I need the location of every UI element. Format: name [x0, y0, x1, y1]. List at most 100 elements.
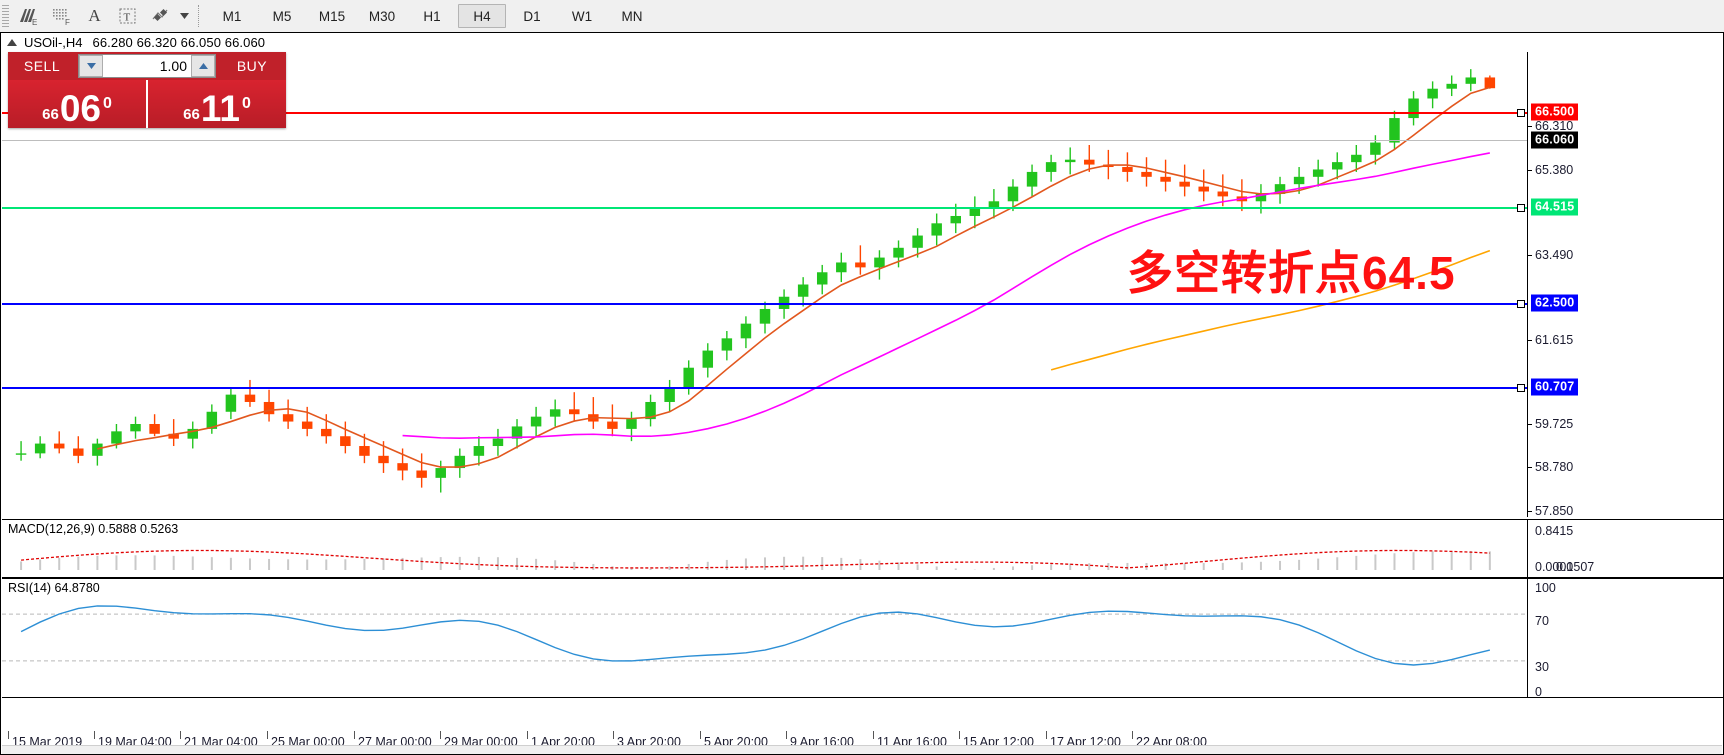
timeframe-h1[interactable]: H1	[423, 8, 441, 24]
timeframe-m15[interactable]: M15	[318, 8, 346, 24]
trade-panel-top-row: SELL 1.00 BUY	[8, 52, 286, 80]
resistance-line-66500[interactable]	[2, 112, 1527, 114]
volume-decrease-icon[interactable]	[79, 55, 103, 77]
level-handle[interactable]	[1517, 109, 1525, 117]
timeframe-m1[interactable]: M1	[222, 8, 242, 24]
timeframe-h4[interactable]: H4	[458, 4, 506, 28]
horizontal-scrollbar[interactable]	[2, 745, 1722, 754]
macd-pane[interactable]: MACD(12,26,9) 0.5888 0.5263 0.8415 0.0000…	[2, 519, 1723, 578]
price-axis-label: 65.380	[1535, 163, 1574, 177]
rsi-title: RSI(14) 64.8780	[8, 581, 100, 595]
rsi-plot-area[interactable]	[2, 579, 1527, 697]
timeframe-m30[interactable]: M30	[368, 8, 396, 24]
trade-panel-quotes: 66 06 0 66 11 0	[8, 80, 286, 128]
time-axis-tick	[440, 731, 441, 739]
one-click-trading-panel[interactable]: SELL 1.00 BUY 66 06 0 66 11 0	[8, 52, 286, 128]
rsi-axis-label: 0	[1535, 685, 1542, 699]
price-axis-label: 66.500	[1531, 103, 1579, 121]
price-axis-label: 57.850	[1535, 504, 1574, 518]
timeframe-d1[interactable]: D1	[523, 8, 541, 24]
sell-price-main: 06	[59, 87, 101, 129]
time-axis-tick	[267, 731, 268, 739]
buy-price-quote[interactable]: 66 11 0	[148, 80, 286, 128]
buy-price-main: 11	[200, 87, 240, 129]
objects-icon[interactable]	[144, 1, 177, 31]
price-pane[interactable]: 多空转折点64.5 66.500 66.310 66.060 65.380 64.515…	[2, 52, 1723, 518]
sell-price-whole: 66	[42, 106, 59, 123]
macd-axis: 0.8415 0.0000 0.1507	[1527, 520, 1723, 577]
price-axis-label: 63.490	[1535, 248, 1574, 262]
chart-title-bar: USOil-,H4 66.280 66.320 66.050 66.060	[1, 33, 1723, 52]
price-axis[interactable]: 66.500 66.310 66.060 65.380 64.515 63.490 62.5…	[1527, 52, 1723, 518]
volume-increase-icon[interactable]	[191, 55, 215, 77]
axis-tick	[1528, 340, 1532, 341]
macd-plot-area[interactable]	[2, 520, 1527, 577]
price-plot-area[interactable]: 多空转折点64.5	[2, 52, 1527, 517]
buy-button[interactable]: BUY	[236, 58, 268, 74]
price-axis-label: 66.310	[1535, 119, 1574, 133]
volume-stepper[interactable]: 1.00	[78, 54, 216, 78]
rsi-axis-label: 70	[1535, 614, 1549, 628]
main-toolbar: E F A T M1 M5 M15 M30 H1 H4 D1 W	[0, 0, 1724, 33]
time-axis-tick	[8, 731, 9, 739]
timeframe-w1[interactable]: W1	[571, 8, 593, 24]
macd-title: MACD(12,26,9) 0.5888 0.5263	[8, 522, 179, 536]
bid-line-66060[interactable]	[2, 140, 1527, 141]
axis-tick	[1528, 467, 1532, 468]
support-line-64515[interactable]	[2, 207, 1527, 209]
svg-text:E: E	[32, 18, 37, 26]
axis-tick	[1528, 126, 1532, 127]
time-axis-line	[2, 697, 1722, 698]
support-line-62500[interactable]	[2, 303, 1527, 305]
price-axis-label: 66.060	[1531, 131, 1579, 149]
time-axis-tick	[527, 731, 528, 739]
time-axis-tick	[700, 731, 701, 739]
macd-axis-label: 0.1507	[1556, 560, 1595, 574]
svg-text:F: F	[65, 18, 70, 26]
price-axis-label: 59.725	[1535, 417, 1574, 431]
chart-symbol-label: USOil-,H4	[24, 35, 83, 50]
price-axis-label: 60.707	[1531, 378, 1579, 396]
price-axis-label: 61.615	[1535, 333, 1574, 347]
axis-tick	[1528, 511, 1532, 512]
buy-price-whole: 66	[183, 106, 200, 123]
buy-price-fraction: 0	[241, 94, 251, 112]
rsi-chart	[2, 605, 1527, 666]
objects-dropdown-caret-icon[interactable]	[177, 1, 191, 31]
chart-annotation-text: 多空转折点64.5	[1127, 247, 1456, 299]
axis-tick	[1528, 424, 1532, 425]
time-axis-tick	[873, 731, 874, 739]
time-axis-tick	[1132, 731, 1133, 739]
sell-price-fraction: 0	[102, 94, 112, 112]
timeframe-mn[interactable]: MN	[621, 8, 643, 24]
chart-ohlc-values: 66.280 66.320 66.050 66.060	[92, 35, 266, 50]
support-line-60707[interactable]	[2, 387, 1527, 389]
indicators-icon[interactable]: E	[12, 1, 45, 31]
time-axis-tick	[959, 731, 960, 739]
rsi-axis-label: 100	[1535, 581, 1556, 595]
svg-text:T: T	[123, 12, 130, 24]
time-axis-tick	[786, 731, 787, 739]
crosshair-grid-icon[interactable]: F	[45, 1, 78, 31]
level-handle[interactable]	[1517, 204, 1525, 212]
price-axis-label: 62.500	[1531, 294, 1579, 312]
axis-tick	[1528, 255, 1532, 256]
candlestick-chart	[15, 69, 1496, 493]
toolbar-separator	[198, 5, 200, 27]
time-axis-tick	[94, 731, 95, 739]
level-handle[interactable]	[1517, 300, 1525, 308]
price-axis-label: 64.515	[1531, 198, 1579, 216]
volume-input[interactable]: 1.00	[159, 58, 187, 74]
chart-window: USOil-,H4 66.280 66.320 66.050 66.060 多空…	[0, 32, 1724, 755]
text-tool-icon[interactable]: A	[88, 6, 101, 25]
sell-button[interactable]: SELL	[23, 58, 61, 74]
level-handle[interactable]	[1517, 384, 1525, 392]
sell-price-quote[interactable]: 66 06 0	[8, 80, 148, 128]
time-axis-tick	[180, 731, 181, 739]
axis-tick	[1528, 170, 1532, 171]
toolbar-grip[interactable]	[2, 5, 9, 27]
time-axis-tick	[1046, 731, 1047, 739]
rsi-pane[interactable]: RSI(14) 64.8780 100 70 30 0	[2, 578, 1723, 699]
timeframe-m5[interactable]: M5	[272, 8, 292, 24]
text-label-icon[interactable]: T	[111, 1, 144, 31]
